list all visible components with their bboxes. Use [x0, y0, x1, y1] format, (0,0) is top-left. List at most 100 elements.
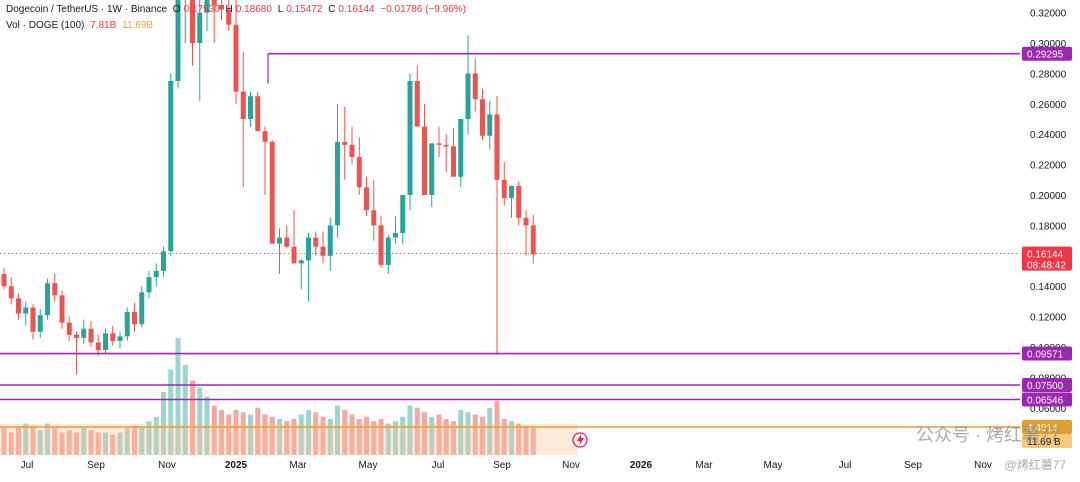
- candle-body: [480, 99, 485, 136]
- volume-bar: [23, 423, 29, 455]
- volume-bar: [197, 387, 203, 455]
- volume-legend: Vol · DOGE (100) 7.81B 11.69B: [6, 20, 156, 31]
- x-tick-label: Nov: [158, 460, 176, 471]
- volume-bar: [342, 410, 348, 455]
- symbol-title: Dogecoin / TetherUS · 1W · Binance: [6, 4, 168, 15]
- x-tick-label: Jul: [432, 460, 445, 471]
- candle-body: [487, 114, 493, 136]
- candle-body: [335, 141, 340, 226]
- volume-bar: [248, 414, 253, 455]
- volume-bar: [95, 432, 101, 455]
- low-value: 0.15472: [286, 4, 323, 15]
- volume-badge2-bg: [1022, 434, 1072, 448]
- volume-bar: [509, 421, 514, 455]
- high-value: 0.18680: [235, 4, 272, 15]
- high-label: H: [225, 4, 233, 15]
- volume-bar: [487, 407, 493, 455]
- volume-bar: [37, 430, 43, 455]
- candle-body: [385, 237, 391, 265]
- y-tick-label: 0.14000: [1030, 282, 1067, 293]
- candle-body: [349, 144, 355, 157]
- volume-bar: [436, 414, 442, 455]
- candle-body: [313, 237, 319, 247]
- candle-body: [400, 195, 406, 233]
- y-tick-label: 0.06000: [1030, 404, 1067, 415]
- candle-body: [74, 334, 79, 338]
- y-tick-label: 0.24000: [1030, 130, 1067, 141]
- volume-bar: [66, 430, 72, 455]
- candle-body: [458, 119, 464, 177]
- volume-bar: [240, 412, 246, 455]
- y-tick-label: 0.26000: [1030, 100, 1067, 111]
- candle-body: [472, 73, 478, 100]
- x-tick-label: Sep: [493, 460, 511, 471]
- close-value: 0.16144: [338, 4, 375, 15]
- level-badge: 0.29295: [1027, 50, 1064, 61]
- volume-bar: [117, 432, 123, 455]
- x-tick-label: Sep: [87, 460, 105, 471]
- candle-body: [226, 9, 232, 25]
- volume-bar: [74, 432, 79, 455]
- volume-bar: [284, 421, 290, 455]
- volume-badge-bg: [1022, 420, 1072, 434]
- candle-body: [451, 146, 456, 177]
- x-tick-label: Nov: [562, 460, 580, 471]
- candle-body: [516, 185, 522, 218]
- volume-bar: [422, 412, 427, 455]
- candle-body: [393, 233, 398, 238]
- volume-bar: [429, 416, 435, 455]
- watermark-main: 公众号 · 烤红薯77: [915, 425, 1060, 445]
- countdown-label: 08:48:42: [1027, 261, 1066, 272]
- candle-body: [436, 143, 442, 145]
- candle-body: [501, 179, 507, 199]
- candle-body: [23, 307, 29, 314]
- lightning-icon: [572, 432, 588, 448]
- candle-body: [284, 237, 290, 247]
- candle-body: [161, 251, 166, 271]
- candle-body: [124, 312, 130, 337]
- volume-bar: [219, 410, 224, 455]
- candle-body: [364, 187, 369, 211]
- volume-bar: [153, 416, 159, 455]
- y-tick-label: 0.12000: [1030, 313, 1067, 324]
- candle-body: [422, 126, 427, 195]
- volume-band: [0, 424, 578, 455]
- candle-body: [429, 143, 435, 195]
- current-price-badge: 0.16144: [1027, 250, 1064, 261]
- volume-bar: [190, 380, 195, 455]
- candle-body: [146, 277, 152, 293]
- volume-bar: [516, 423, 522, 455]
- level-badge-bg: [1022, 378, 1072, 392]
- volume-bar: [306, 410, 311, 455]
- candle-body: [306, 237, 311, 261]
- x-tick-label: 2025: [225, 460, 248, 471]
- candle-body: [277, 237, 282, 244]
- candle-body: [530, 225, 536, 255]
- volume-bar: [378, 419, 384, 455]
- candle-body: [37, 315, 43, 332]
- volume-bar: [175, 338, 181, 455]
- level-badge: 0.06546: [1027, 396, 1064, 407]
- candle-body: [88, 328, 94, 343]
- volume-bar: [52, 428, 58, 455]
- volume-bar: [226, 414, 232, 455]
- volume-bar: [400, 416, 406, 455]
- candle-body: [103, 333, 108, 351]
- volume-badge: 4.4914: [1027, 423, 1058, 434]
- candle-body: [190, 0, 195, 43]
- x-tick-label: Jul: [839, 460, 852, 471]
- x-tick-label: May: [359, 460, 378, 471]
- volume-bar: [385, 423, 391, 455]
- volume-value-2: 11.69B: [122, 20, 154, 31]
- candle-body: [45, 283, 50, 316]
- volume-bar: [30, 425, 36, 455]
- candle-body: [66, 322, 72, 335]
- candle-body: [219, 5, 224, 10]
- level-badge-bg: [1022, 346, 1072, 361]
- candle-body: [132, 312, 137, 325]
- volume-bar: [103, 432, 108, 455]
- candle-body: [269, 141, 275, 244]
- volume-bar: [59, 432, 65, 455]
